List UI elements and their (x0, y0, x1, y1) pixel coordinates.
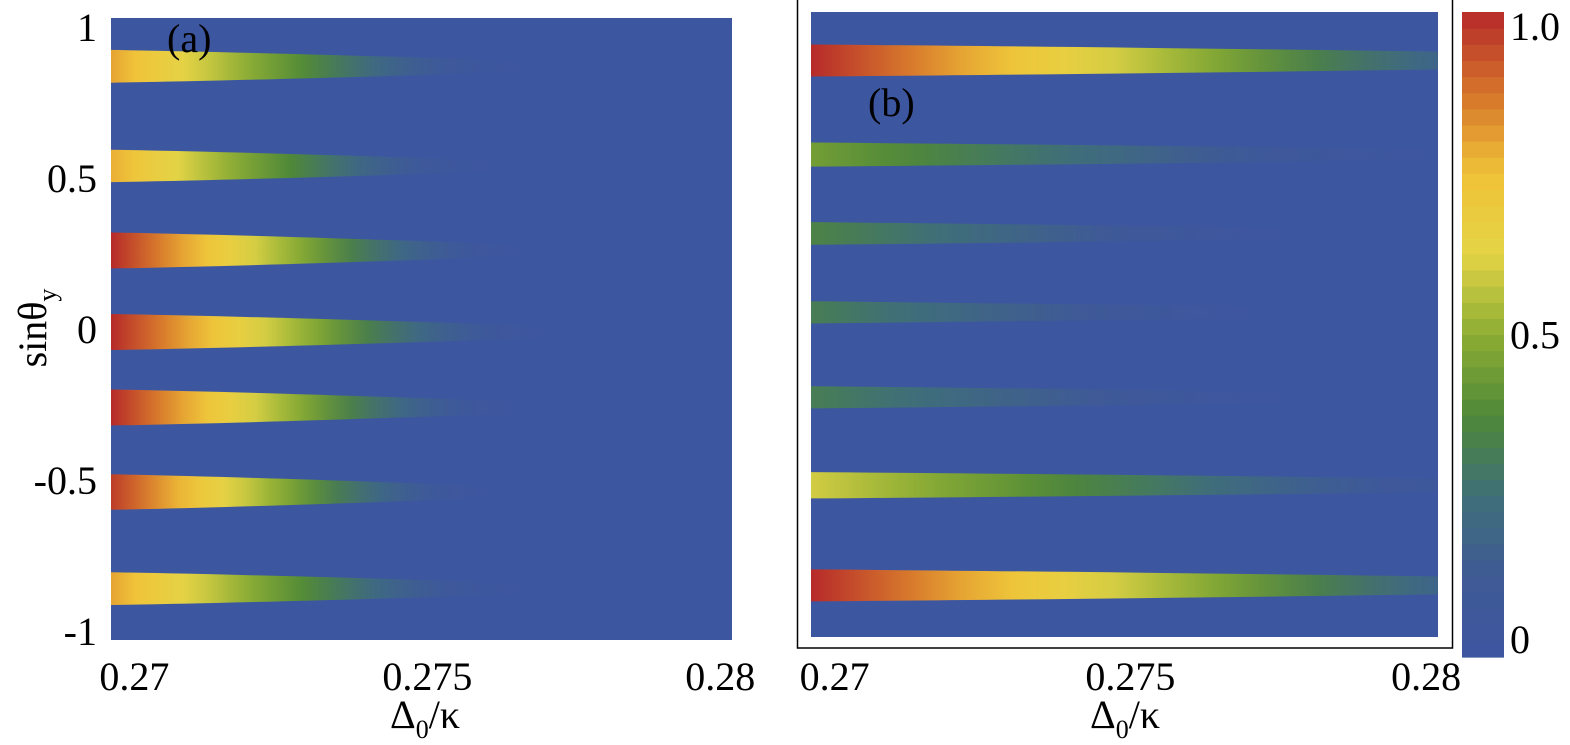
colorbar-step (1462, 60, 1504, 78)
panel-a-y-ticks: 1 0.5 0 -0.5 -1 (34, 5, 97, 654)
colorbar-step (1462, 447, 1504, 465)
colorbar-step (1462, 431, 1504, 448)
panel-b-x-tick-label: 0.27 (800, 654, 870, 699)
colorbar-step (1462, 544, 1504, 561)
colorbar-step (1462, 124, 1504, 142)
colorbar-tick-label: 1.0 (1510, 4, 1560, 49)
panel-a-band (111, 232, 545, 269)
colorbar: 1.0 0.5 0 (1462, 4, 1560, 662)
colorbar-step (1462, 108, 1504, 126)
panel-a-x-tick-label: 0.28 (685, 654, 755, 699)
panel-a-band (111, 314, 574, 351)
colorbar-step (1462, 495, 1504, 513)
panel-a-band (111, 149, 516, 183)
panel-a-y-tick-label: 0.5 (47, 156, 97, 201)
panel-a-band (111, 389, 545, 426)
colorbar-step (1462, 415, 1504, 432)
colorbar-step (1462, 640, 1504, 658)
panel-b-band (811, 222, 1338, 245)
colorbar-step (1462, 173, 1504, 190)
colorbar-tick-label: 0 (1510, 617, 1530, 662)
colorbar-step (1462, 302, 1504, 319)
colorbar-step (1462, 221, 1504, 239)
panel-a-band (111, 572, 545, 606)
colorbar-step (1462, 189, 1504, 207)
panel-b-band (811, 142, 1438, 167)
colorbar-step (1462, 318, 1504, 336)
panel-b-frame (796, 0, 1454, 649)
panel-b-band (811, 301, 1308, 324)
panel-b-plot-area (811, 12, 1438, 637)
panel-a-y-tick-label: -0.5 (34, 458, 97, 503)
colorbar-step (1462, 237, 1504, 255)
colorbar-step (1462, 350, 1504, 368)
colorbar-step (1462, 92, 1504, 110)
colorbar-step (1462, 463, 1504, 481)
panel-a-x-ticks: 0.27 0.275 0.28 (99, 654, 755, 699)
colorbar-step (1462, 592, 1504, 610)
panel-b-x-axis-label: Δ0/κ (1090, 692, 1160, 744)
colorbar-step (1462, 382, 1504, 400)
colorbar-step (1462, 253, 1504, 271)
panel-a-band (111, 49, 545, 83)
colorbar-step (1462, 624, 1504, 642)
panel-a-x-tick-label: 0.27 (99, 654, 169, 699)
panel-b-x-tick-label: 0.28 (1391, 654, 1461, 699)
colorbar-tick-label: 0.5 (1510, 313, 1560, 358)
colorbar-ticks: 1.0 0.5 0 (1510, 4, 1560, 662)
panel-b-bands (811, 44, 1438, 602)
panel-b-x-ticks: 0.27 0.275 0.28 (800, 654, 1462, 699)
colorbar-step (1462, 366, 1504, 384)
colorbar-step (1462, 141, 1504, 158)
colorbar-step (1462, 12, 1504, 29)
colorbar-step (1462, 157, 1504, 174)
colorbar-gradient (1462, 12, 1504, 658)
colorbar-step (1462, 560, 1504, 577)
panel-a-bands (111, 49, 574, 606)
colorbar-step (1462, 28, 1504, 45)
colorbar-step (1462, 528, 1504, 545)
panel-b: (b) 0.27 0.275 0.28 Δ0/κ (796, 0, 1462, 744)
colorbar-step (1462, 270, 1504, 287)
colorbar-step (1462, 511, 1504, 529)
colorbar-step (1462, 334, 1504, 352)
panel-b-label: (b) (868, 80, 915, 125)
colorbar-step (1462, 479, 1504, 497)
panel-b-band (811, 472, 1438, 499)
panel-b-band (811, 44, 1438, 77)
panel-b-band (811, 386, 1338, 409)
panel-a-x-tick-label: 0.275 (382, 654, 472, 699)
panel-b-x-tick-label: 0.275 (1085, 654, 1175, 699)
panel-a-y-tick-label: 0 (77, 307, 97, 352)
colorbar-step (1462, 576, 1504, 594)
colorbar-step (1462, 44, 1504, 61)
panel-a-x-axis-label: Δ0/κ (390, 692, 460, 744)
panel-a-y-tick-label: 1 (77, 5, 97, 50)
panel-a-y-axis-label: sinθy (10, 289, 62, 368)
panel-a: (a) 1 0.5 0 -0.5 -1 0.27 0.275 0.28 sinθy Δ0/κ (10, 5, 755, 744)
panel-a-band (111, 474, 516, 510)
colorbar-step (1462, 399, 1504, 416)
panel-a-y-tick-label: -1 (64, 609, 97, 654)
colorbar-step (1462, 608, 1504, 626)
panel-b-band (811, 569, 1438, 602)
colorbar-step (1462, 205, 1504, 223)
panel-a-label: (a) (167, 16, 211, 61)
colorbar-step (1462, 76, 1504, 94)
colorbar-step (1462, 286, 1504, 303)
